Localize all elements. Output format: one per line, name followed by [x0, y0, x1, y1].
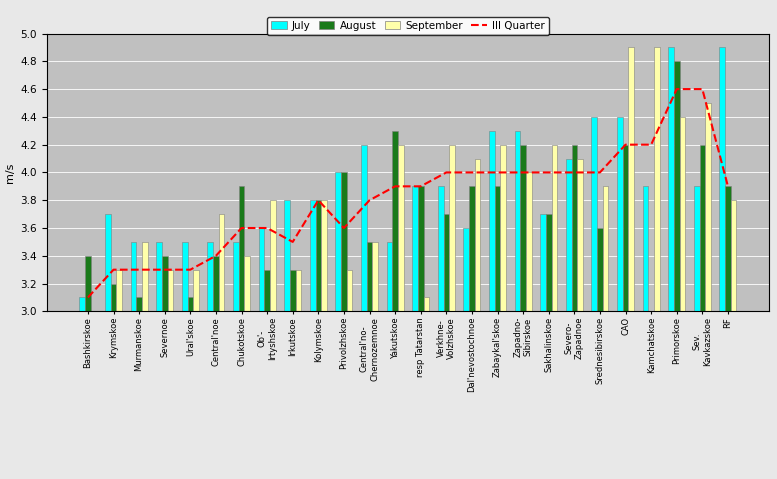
- Bar: [392, 131, 398, 311]
- Legend: July, August, September, III Quarter: July, August, September, III Quarter: [267, 16, 549, 35]
- Bar: [162, 256, 168, 311]
- Bar: [413, 186, 418, 311]
- Bar: [213, 256, 219, 311]
- Bar: [475, 159, 480, 311]
- Bar: [526, 172, 531, 311]
- Y-axis label: m/s: m/s: [5, 162, 15, 182]
- Bar: [136, 297, 142, 311]
- Bar: [372, 242, 378, 311]
- Bar: [730, 200, 737, 311]
- Bar: [629, 47, 634, 311]
- Bar: [423, 297, 429, 311]
- Bar: [361, 145, 367, 311]
- Bar: [207, 242, 213, 311]
- Bar: [674, 61, 680, 311]
- Bar: [79, 297, 85, 311]
- Bar: [591, 117, 597, 311]
- Bar: [341, 172, 347, 311]
- Bar: [489, 131, 495, 311]
- Bar: [617, 117, 622, 311]
- Bar: [597, 228, 603, 311]
- Bar: [244, 256, 250, 311]
- Bar: [387, 242, 392, 311]
- Bar: [577, 159, 583, 311]
- Bar: [264, 270, 270, 311]
- Bar: [699, 145, 706, 311]
- Bar: [117, 270, 122, 311]
- Bar: [321, 200, 327, 311]
- Bar: [131, 242, 136, 311]
- Bar: [566, 159, 572, 311]
- Bar: [142, 242, 148, 311]
- Bar: [469, 186, 475, 311]
- Bar: [295, 270, 301, 311]
- Bar: [680, 117, 685, 311]
- Bar: [219, 214, 225, 311]
- Bar: [110, 284, 117, 311]
- Bar: [398, 145, 403, 311]
- Bar: [239, 186, 244, 311]
- Bar: [603, 186, 608, 311]
- Bar: [546, 214, 552, 311]
- Bar: [290, 270, 295, 311]
- Bar: [259, 228, 264, 311]
- Bar: [694, 186, 699, 311]
- Bar: [270, 200, 276, 311]
- Bar: [540, 214, 546, 311]
- Bar: [668, 47, 674, 311]
- Bar: [367, 242, 372, 311]
- Bar: [347, 270, 353, 311]
- Bar: [156, 242, 162, 311]
- Bar: [622, 145, 629, 311]
- Bar: [193, 270, 199, 311]
- Bar: [720, 47, 725, 311]
- Bar: [463, 228, 469, 311]
- Bar: [105, 214, 110, 311]
- Bar: [444, 214, 449, 311]
- Bar: [449, 145, 455, 311]
- Bar: [85, 256, 91, 311]
- Bar: [521, 145, 526, 311]
- Bar: [514, 131, 521, 311]
- Bar: [168, 270, 173, 311]
- Bar: [336, 172, 341, 311]
- Bar: [654, 47, 660, 311]
- Bar: [284, 200, 290, 311]
- Bar: [725, 186, 730, 311]
- Bar: [438, 186, 444, 311]
- Bar: [552, 145, 557, 311]
- Bar: [500, 145, 506, 311]
- Bar: [187, 297, 193, 311]
- Bar: [572, 145, 577, 311]
- Bar: [315, 200, 321, 311]
- Bar: [310, 200, 315, 311]
- Bar: [418, 186, 423, 311]
- Bar: [495, 186, 500, 311]
- Bar: [182, 242, 187, 311]
- Bar: [706, 103, 711, 311]
- Bar: [643, 186, 648, 311]
- Bar: [233, 242, 239, 311]
